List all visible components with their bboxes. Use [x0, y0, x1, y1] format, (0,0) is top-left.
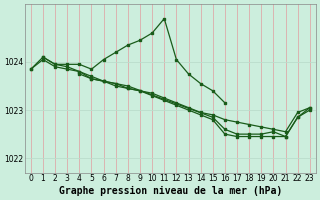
- X-axis label: Graphe pression niveau de la mer (hPa): Graphe pression niveau de la mer (hPa): [59, 186, 282, 196]
